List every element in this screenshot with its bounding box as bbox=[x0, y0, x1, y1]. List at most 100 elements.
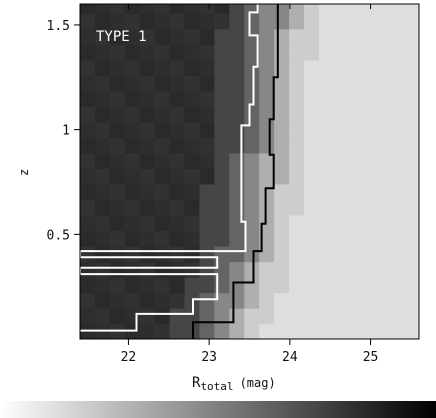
heatmap-cell bbox=[348, 292, 365, 309]
heatmap-cell bbox=[303, 246, 320, 263]
heatmap-cell bbox=[393, 13, 410, 30]
heatmap-cell bbox=[94, 183, 111, 200]
heatmap-cell bbox=[348, 106, 365, 123]
heatmap-cell bbox=[214, 137, 230, 154]
heatmap-cell bbox=[184, 246, 201, 263]
heatmap-cell bbox=[184, 13, 201, 30]
heatmap-cell bbox=[318, 44, 335, 61]
heatmap-cell bbox=[169, 214, 186, 231]
heatmap-cell bbox=[169, 28, 186, 46]
heatmap-cell bbox=[348, 137, 365, 154]
heatmap-cell bbox=[169, 75, 186, 92]
heatmap-cell bbox=[199, 308, 215, 325]
heatmap-cell bbox=[184, 277, 201, 294]
heatmap-cell bbox=[393, 59, 410, 76]
heatmap-cell bbox=[408, 13, 419, 30]
heatmap-cell bbox=[139, 323, 156, 339]
heatmap-cell bbox=[109, 4, 126, 14]
heatmap-cell bbox=[408, 106, 419, 123]
heatmap-cell bbox=[393, 106, 410, 123]
heatmap-cell bbox=[184, 261, 201, 278]
heatmap-cell bbox=[393, 44, 410, 61]
heatmap-cell bbox=[124, 214, 141, 231]
heatmap-cell bbox=[109, 230, 126, 247]
heatmap-cell bbox=[94, 168, 111, 185]
heatmap-cell bbox=[259, 277, 275, 294]
heatmap-cell bbox=[154, 168, 171, 185]
x-axis-label: Rtotal (mag) bbox=[192, 375, 276, 393]
heatmap-cell bbox=[169, 292, 186, 309]
heatmap-cell bbox=[154, 152, 171, 169]
heatmap-cell bbox=[303, 199, 320, 216]
heatmap-cell bbox=[303, 90, 320, 107]
heatmap-cell bbox=[214, 13, 230, 30]
heatmap-cell bbox=[378, 230, 395, 247]
heatmap-cell bbox=[318, 214, 335, 231]
heatmap-cell bbox=[363, 13, 380, 30]
heatmap-cell bbox=[169, 230, 186, 247]
heatmap-cell bbox=[393, 137, 410, 154]
y-axis-label: z bbox=[17, 169, 31, 176]
heatmap-cell bbox=[244, 308, 260, 325]
heatmap-cell bbox=[244, 183, 260, 200]
heatmap-cell bbox=[94, 292, 111, 309]
heatmap-cell bbox=[333, 214, 350, 231]
heatmap-cell bbox=[184, 75, 201, 92]
heatmap-cell bbox=[154, 106, 171, 123]
heatmap-cell bbox=[318, 137, 335, 154]
heatmap-cell bbox=[214, 230, 230, 247]
heatmap-cell bbox=[94, 230, 111, 247]
heatmap-cell bbox=[109, 214, 126, 231]
heatmap-cell bbox=[318, 323, 335, 339]
heatmap-cell bbox=[80, 106, 96, 123]
heatmap-cell bbox=[408, 308, 419, 325]
heatmap-cell bbox=[333, 168, 350, 185]
heatmap-cell bbox=[378, 75, 395, 92]
contours bbox=[80, 4, 279, 339]
heatmap-cell bbox=[154, 183, 171, 200]
heatmap-cell bbox=[303, 183, 320, 200]
heatmap-cell bbox=[169, 59, 186, 76]
heatmap-cell bbox=[244, 90, 260, 107]
heatmap-cell bbox=[318, 106, 335, 123]
heatmap-cell bbox=[289, 106, 305, 123]
heatmap-cell bbox=[139, 121, 156, 138]
heatmap-cell bbox=[333, 137, 350, 154]
heatmap-cell bbox=[274, 214, 290, 231]
heatmap-cell bbox=[363, 59, 380, 76]
heatmap-cell bbox=[274, 59, 290, 76]
heatmap-cell bbox=[318, 168, 335, 185]
heatmap-cell bbox=[214, 323, 230, 339]
heatmap-cell bbox=[274, 28, 290, 46]
colorbar bbox=[0, 401, 436, 418]
heatmap-cell bbox=[393, 152, 410, 169]
heatmap-cell bbox=[229, 106, 245, 123]
heatmap-cell bbox=[169, 90, 186, 107]
heatmap-cell bbox=[333, 308, 350, 325]
heatmap-cell bbox=[378, 152, 395, 169]
heatmap-cells bbox=[80, 4, 419, 339]
heatmap-cell bbox=[229, 4, 245, 14]
heatmap-cell bbox=[229, 246, 245, 263]
heatmap-cell bbox=[199, 121, 215, 138]
heatmap-cell bbox=[259, 152, 275, 169]
heatmap-cell bbox=[348, 90, 365, 107]
heatmap-cell bbox=[169, 277, 186, 294]
heatmap-cell bbox=[259, 75, 275, 92]
heatmap-cell bbox=[80, 168, 96, 185]
heatmap-cell bbox=[378, 44, 395, 61]
heatmap-cell bbox=[378, 246, 395, 263]
heatmap-cell bbox=[259, 230, 275, 247]
heatmap-cell bbox=[274, 230, 290, 247]
heatmap-cell bbox=[333, 199, 350, 216]
heatmap-cell bbox=[303, 137, 320, 154]
heatmap-cell bbox=[408, 183, 419, 200]
heatmap-cell bbox=[109, 121, 126, 138]
heatmap-cell bbox=[408, 246, 419, 263]
heatmap-cell bbox=[303, 277, 320, 294]
heatmap-cell bbox=[80, 59, 96, 76]
heatmap-cell bbox=[154, 13, 171, 30]
heatmap-cell bbox=[393, 246, 410, 263]
heatmap-cell bbox=[408, 199, 419, 216]
heatmap-cell bbox=[80, 121, 96, 138]
